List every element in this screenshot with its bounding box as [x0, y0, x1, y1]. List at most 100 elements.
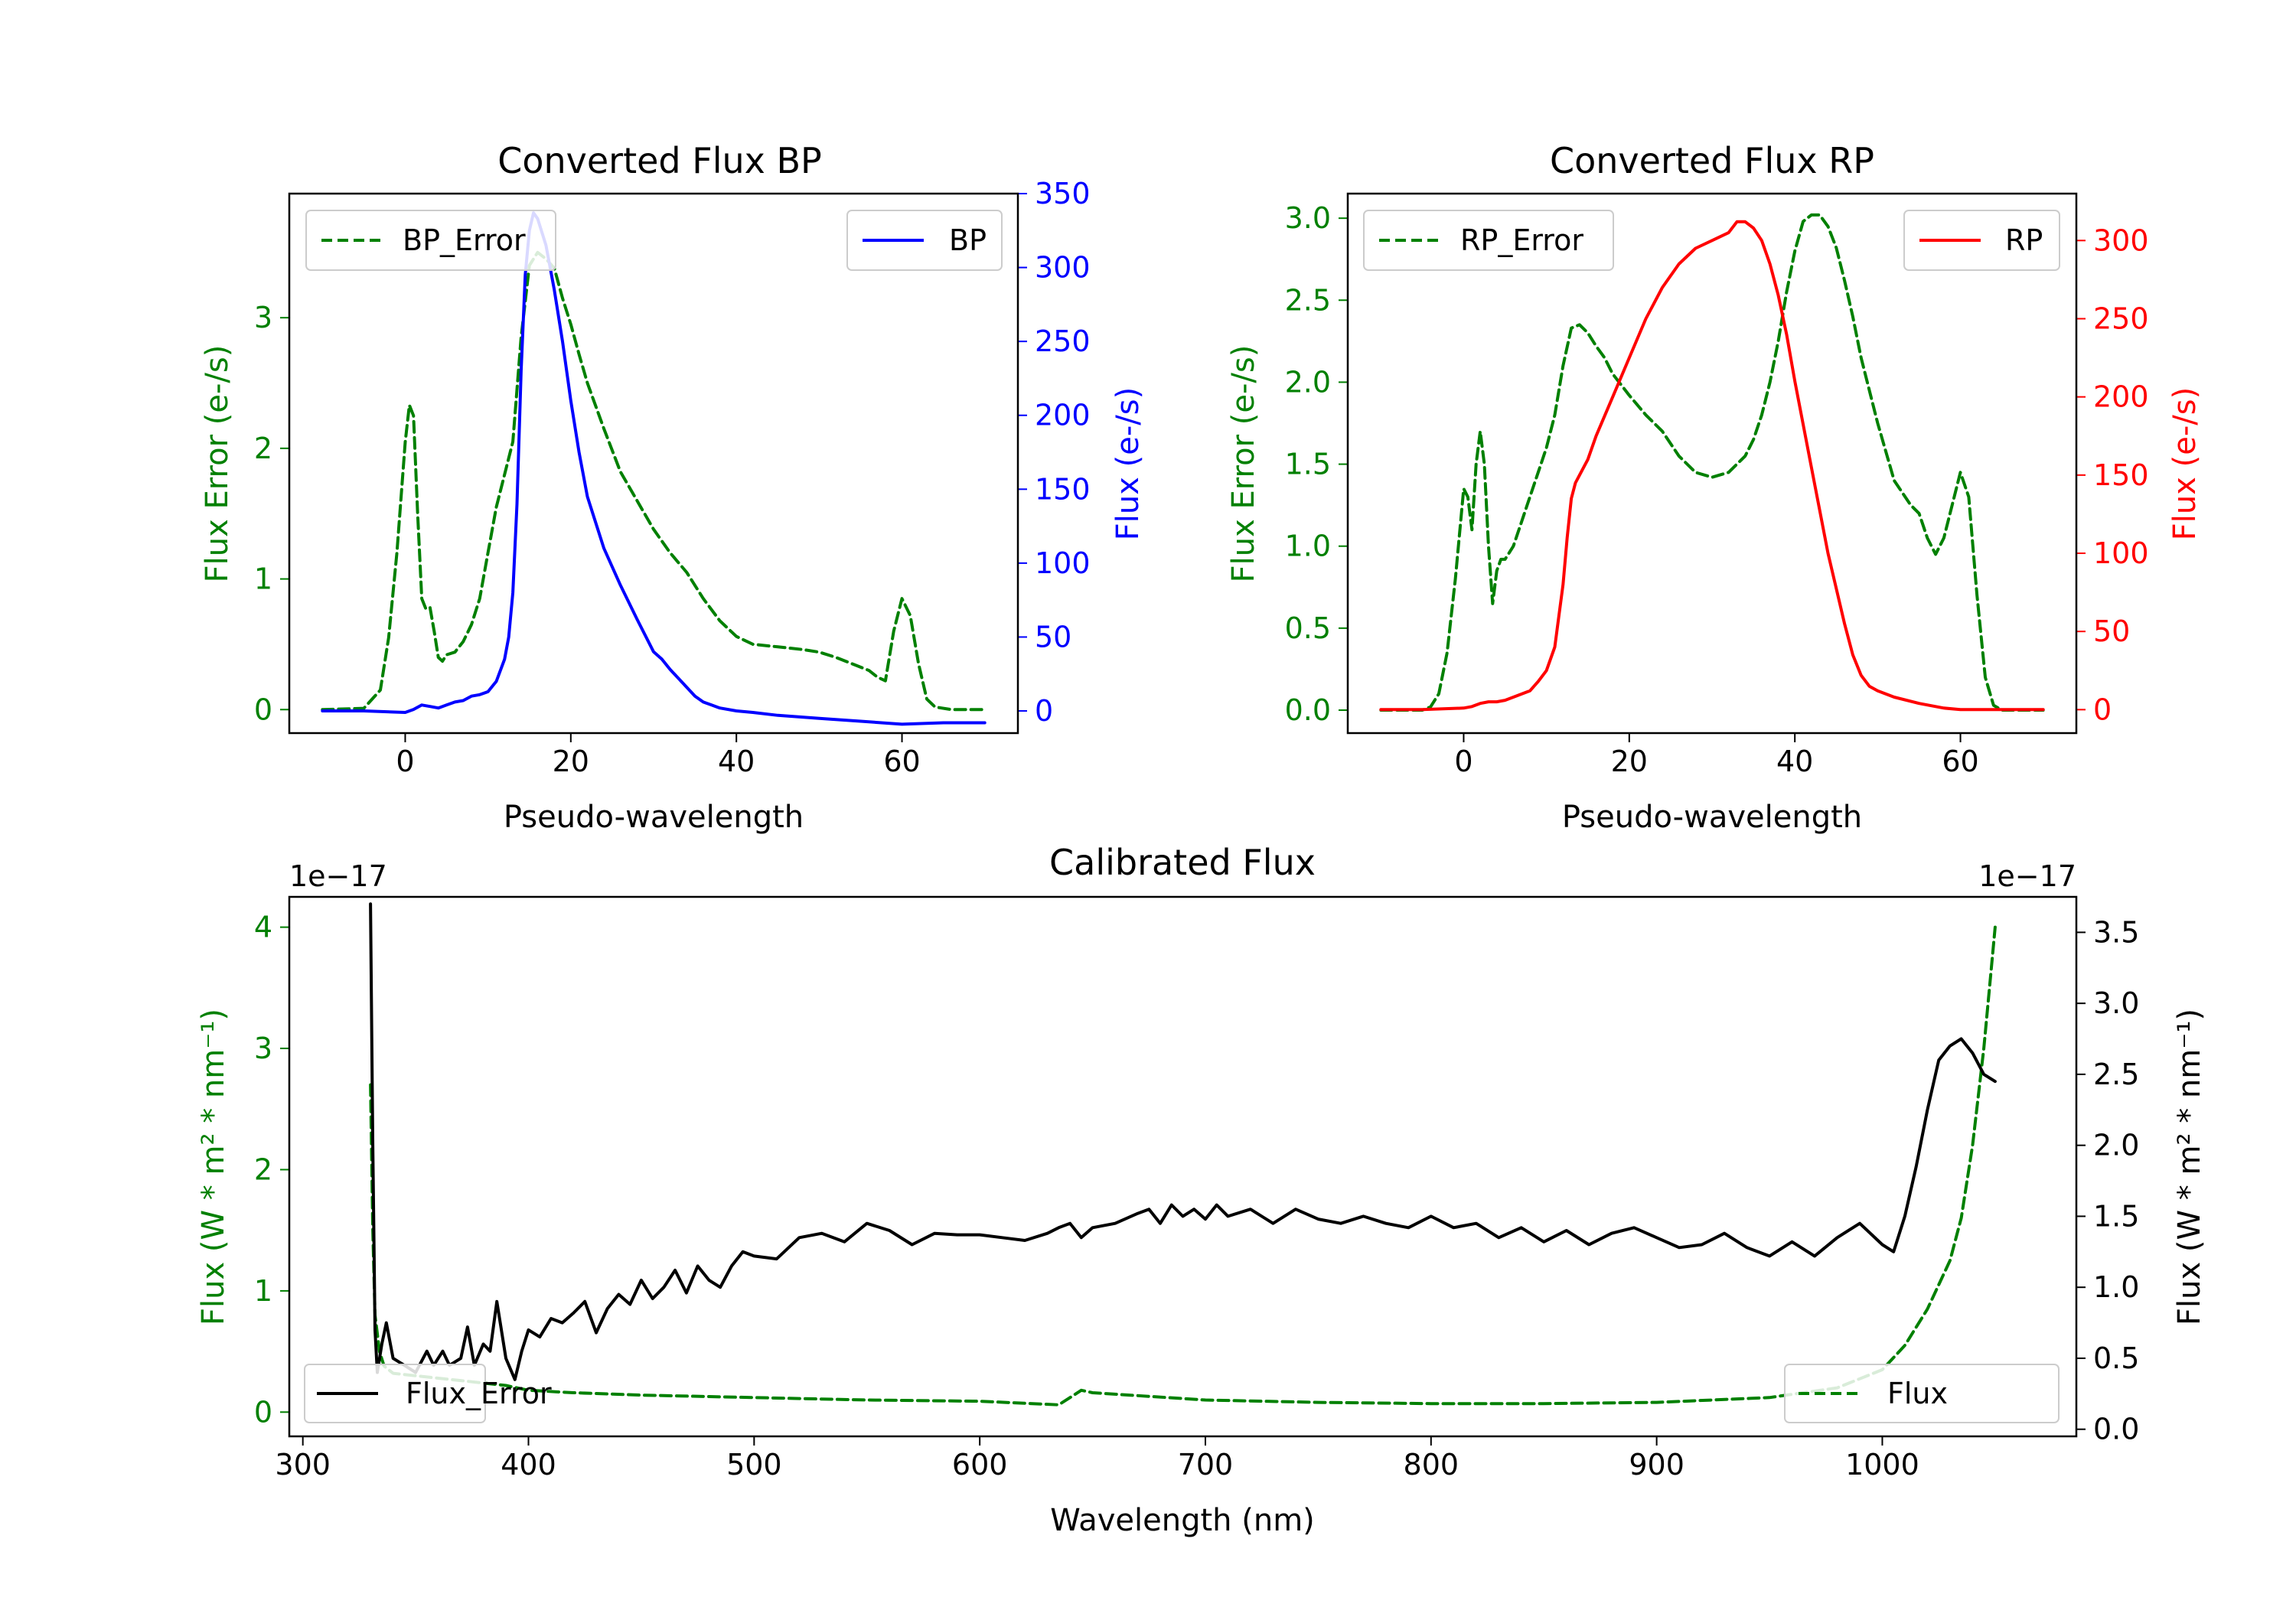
cal-legend-flux-box [304, 1364, 486, 1423]
bp-x-tick-label: 60 [883, 745, 920, 778]
rp-x-tick-label: 20 [1611, 745, 1648, 778]
bp-grid-ticks: 0 20 40 60 0 1 2 3 0 50 100 150 200 250 300 350 [254, 177, 1091, 778]
cal-axes-frame [288, 895, 2078, 1438]
rp-right-y-tick-label: 0 [2093, 693, 2112, 726]
cal-right-y-tick-label: 0.0 [2093, 1413, 2139, 1446]
bp-series-bp-error [321, 250, 987, 712]
bp-legend-flux-box [846, 210, 1003, 271]
bp-legend-flux: BP [846, 210, 1003, 271]
cal-x-tick-label: 300 [275, 1448, 331, 1482]
bp-legend-error: BP_Error [305, 210, 556, 271]
cal-right-y-tick-label: 3.0 [2093, 986, 2139, 1020]
cal-right-y-tick-label: 2.0 [2093, 1129, 2139, 1162]
bp-left-y-tick-label: 3 [254, 301, 272, 334]
rp-right-y-tick-label: 50 [2093, 614, 2130, 648]
cal-right-y-tick-label: 1.5 [2093, 1199, 2139, 1233]
cal-right-axis-label: Flux (W * m² * nm⁻¹) [2172, 1009, 2207, 1325]
rp-left-y-tick-label: 1.0 [1285, 530, 1331, 563]
bp-x-tick-label: 20 [553, 745, 589, 778]
cal-left-y-tick-label: 1 [254, 1274, 272, 1308]
cal-left-offset-label: 1e−17 [289, 859, 387, 893]
bp-right-axis-label: Flux (e-/s) [1110, 387, 1146, 540]
bp-x-axis-label: Pseudo-wavelength [504, 800, 804, 835]
bp-right-y-tick-label: 200 [1035, 399, 1091, 432]
rp-right-y-tick-label: 100 [2093, 536, 2149, 570]
cal-legend-error: Flux [1784, 1364, 2060, 1423]
rp-left-y-tick-label: 0.5 [1285, 611, 1331, 645]
rp-series-rp-error [1379, 213, 2045, 712]
cal-x-tick-label: 900 [1629, 1448, 1684, 1482]
rp-left-y-tick-label: 3.0 [1285, 201, 1331, 235]
bp-right-y-tick-label: 300 [1035, 251, 1091, 285]
rp-legend-flux-box [1903, 210, 2060, 271]
rp-series-rp [1379, 220, 2045, 712]
bp-right-y-tick-label: 250 [1035, 324, 1091, 358]
rp-left-y-tick-label: 1.5 [1285, 448, 1331, 481]
rp-left-y-tick-label: 0.0 [1285, 693, 1331, 727]
cal-legend-error-label: Flux [1887, 1377, 1948, 1410]
rp-right-axis-label: Flux (e-/s) [2167, 387, 2203, 540]
cal-right-y-tick-label: 3.5 [2093, 915, 2139, 949]
chart-rp: Converted Flux RP 0 20 40 60 0.0 0.5 1.0 1.5 2.0… [1226, 140, 2203, 835]
rp-series-layer [1379, 213, 2045, 712]
rp-axes-frame [1346, 192, 2078, 735]
rp-legend-error: RP_Error [1363, 210, 1614, 271]
rp-legend-error-box [1363, 210, 1614, 271]
bp-right-y-tick-label: 350 [1035, 177, 1091, 210]
bp-left-y-tick-label: 1 [254, 562, 272, 596]
cal-left-axis-label: Flux (W * m² * nm⁻¹) [196, 1009, 231, 1325]
cal-x-tick-label: 400 [501, 1448, 556, 1482]
rp-legend-error-label: RP_Error [1460, 223, 1583, 257]
bp-series-bp [321, 211, 987, 726]
cal-x-axis-label: Wavelength (nm) [1050, 1503, 1315, 1538]
cal-left-y-tick-label: 0 [254, 1395, 272, 1429]
cal-right-offset-label: 1e−17 [1978, 859, 2076, 893]
bp-x-tick-label: 0 [396, 745, 414, 778]
rp-legend-flux-label: RP [2005, 223, 2043, 257]
rp-right-y-tick-label: 200 [2093, 380, 2149, 414]
rp-left-axis-label: Flux Error (e-/s) [1226, 345, 1261, 583]
cal-right-y-tick-label: 2.5 [2093, 1058, 2139, 1091]
rp-x-tick-label: 0 [1454, 745, 1473, 778]
cal-x-tick-label: 700 [1178, 1448, 1234, 1482]
rp-right-y-tick-label: 300 [2093, 223, 2149, 257]
rp-right-y-tick-label: 150 [2093, 458, 2149, 492]
cal-right-y-tick-label: 1.0 [2093, 1270, 2139, 1304]
chart-calibrated: Calibrated Flux 1e−17 1e−17 300 400 500 600… [196, 842, 2207, 1538]
cal-legend-error-box [1784, 1364, 2060, 1423]
bp-legend-error-box [305, 210, 556, 271]
cal-x-tick-label: 1000 [1845, 1448, 1919, 1482]
rp-left-y-tick-label: 2.5 [1285, 283, 1331, 317]
chart-bp: Converted Flux BP 0 20 40 60 0 1 2 3 0 50 100 150 20… [200, 140, 1146, 835]
cal-title: Calibrated Flux [1049, 842, 1316, 883]
cal-right-y-tick-label: 0.5 [2093, 1341, 2139, 1375]
cal-x-tick-label: 500 [726, 1448, 782, 1482]
bp-x-tick-label: 40 [718, 745, 755, 778]
cal-x-tick-label: 600 [952, 1448, 1008, 1482]
rp-x-tick-label: 40 [1776, 745, 1813, 778]
bp-left-axis-label: Flux Error (e-/s) [200, 345, 235, 583]
rp-right-y-tick-label: 250 [2093, 302, 2149, 335]
cal-legend-flux: Flux_Error [304, 1364, 552, 1423]
bp-series-layer [321, 211, 987, 726]
cal-x-tick-label: 800 [1404, 1448, 1459, 1482]
bp-legend-flux-label: BP [949, 223, 987, 257]
cal-left-y-tick-label: 3 [254, 1032, 272, 1065]
bp-left-y-tick-label: 2 [254, 432, 272, 465]
cal-grid-ticks: 300 400 500 600 700 800 900 1000 0 1 2 3 4 0.0 0.5 1.0 1… [254, 911, 2140, 1482]
rp-legend-flux: RP [1903, 210, 2060, 271]
cal-legend-flux-label: Flux_Error [406, 1377, 552, 1410]
bp-title: Converted Flux BP [497, 140, 822, 181]
rp-grid-ticks: 0 20 40 60 0.0 0.5 1.0 1.5 2.0 2.5 3.0 0 50 100 150 200… [1285, 201, 2149, 778]
cal-left-y-tick-label: 4 [254, 911, 272, 944]
bp-right-y-tick-label: 50 [1035, 620, 1071, 654]
rp-x-tick-label: 60 [1942, 745, 1978, 778]
cal-left-y-tick-label: 2 [254, 1152, 272, 1186]
bp-axes-frame [288, 192, 1019, 735]
bp-left-y-tick-label: 0 [254, 693, 272, 726]
rp-x-axis-label: Pseudo-wavelength [1562, 800, 1862, 835]
rp-left-y-tick-label: 2.0 [1285, 365, 1331, 399]
bp-right-y-tick-label: 150 [1035, 472, 1091, 506]
bp-right-y-tick-label: 0 [1035, 694, 1053, 728]
